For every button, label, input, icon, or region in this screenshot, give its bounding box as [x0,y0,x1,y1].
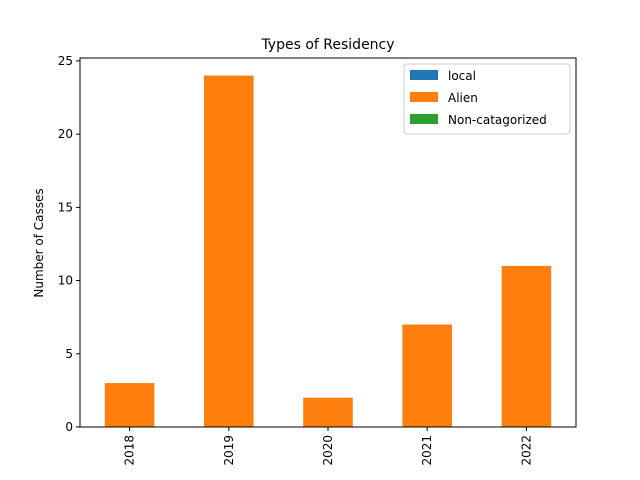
legend-label: Alien [448,91,478,105]
legend-label: local [448,69,476,83]
bar-alien-2020 [303,397,353,427]
x-tick-label: 2021 [420,435,434,466]
y-tick-label: 20 [58,127,73,141]
bar-alien-2021 [402,324,452,427]
y-tick-label: 15 [58,200,73,214]
x-tick-label: 2020 [321,435,335,466]
legend-label: Non-catagorized [448,113,547,127]
x-tick-label: 2022 [519,435,533,466]
plot-area [104,75,552,427]
legend-swatch [410,92,438,102]
y-axis-label: Number of Casses [32,188,46,297]
legend: local Alien Non-catagorized [403,63,571,135]
x-tick-label: 2019 [222,435,236,466]
bar-alien-2022 [501,265,552,427]
y-tick-label: 10 [58,274,73,288]
chart-title: Types of Residency [260,37,394,53]
bar-alien-2018 [104,383,155,427]
legend-swatch [410,70,438,80]
bar-alien-2019 [204,75,254,427]
y-tick-label: 25 [58,54,73,68]
legend-swatch [410,114,438,124]
axes: 0 5 10 15 20 25 2018 2019 2020 2021 2022 [58,54,577,466]
legend-box [403,63,571,135]
x-tick-label: 2018 [123,435,137,466]
y-tick-label: 0 [65,420,73,434]
y-tick-label: 5 [65,347,73,361]
